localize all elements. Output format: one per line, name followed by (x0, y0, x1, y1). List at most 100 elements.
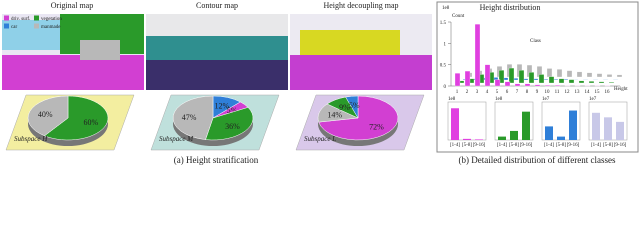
bar (558, 78, 565, 84)
x-tick-label: 1 (456, 90, 459, 95)
pie-label: 9% (339, 103, 350, 112)
x-tick-label: 13 (575, 90, 581, 95)
y-tick-label: 1.5 (440, 21, 447, 26)
bar (508, 67, 515, 84)
map-title: Contour map (196, 1, 238, 10)
height-map (290, 14, 432, 90)
mini-scale: 1e8 (495, 97, 503, 102)
bar (463, 138, 471, 140)
bar (498, 70, 505, 84)
bar (454, 73, 461, 87)
bar (598, 81, 605, 84)
pie-label: 36% (225, 122, 240, 131)
subspace-label: Subspace H (14, 135, 48, 143)
x-tick-label: 4 (486, 90, 489, 95)
x-tick-label: [9-16] (473, 143, 486, 148)
bar (538, 74, 545, 84)
bar (548, 76, 555, 84)
bar (566, 70, 573, 78)
bar (528, 72, 535, 84)
bar (616, 121, 624, 140)
x-tick-label: [5-8] (462, 143, 472, 148)
x-tick-label: [9-16] (520, 143, 533, 148)
x-tick-label: 9 (536, 90, 539, 95)
bar (498, 136, 506, 140)
bar (557, 136, 565, 140)
bar (504, 81, 511, 87)
pie-label: 14% (327, 111, 342, 120)
bar (578, 80, 585, 84)
bar (464, 70, 471, 87)
bar (451, 108, 459, 140)
page: {"panel_a":{"caption":"(a) Height strati… (0, 0, 640, 167)
bar (514, 83, 521, 87)
bar (554, 84, 561, 87)
x-tick-label: [5-8] (603, 143, 613, 148)
y-tick-label: 1 (444, 42, 447, 47)
pie-slice (345, 95, 359, 119)
x-tick-label: 6 (506, 90, 509, 95)
bar (474, 23, 481, 87)
chart-title: Height distribution (480, 3, 541, 12)
y-tick-label: 0.5 (440, 64, 447, 69)
pie-label: 12% (214, 102, 229, 111)
bar (545, 126, 553, 140)
bar (546, 68, 553, 78)
x-tick-label: [1-4] (544, 143, 554, 148)
x-label: Height (614, 87, 628, 92)
x-tick-label: 2 (466, 90, 469, 95)
x-tick-label: 16 (605, 90, 611, 95)
pie-slice (43, 95, 109, 141)
bar (494, 79, 501, 87)
x-tick-label: [1-4] (450, 143, 460, 148)
x-tick-label: [9-16] (567, 143, 580, 148)
bar (534, 84, 541, 87)
bar (586, 72, 593, 78)
pie-label: 5% (227, 106, 238, 115)
y-tick-label: 0 (444, 85, 447, 90)
bar (522, 111, 530, 140)
pie-label: 60% (83, 118, 98, 127)
legend-label: car (11, 25, 17, 30)
x-tick-label: 10 (545, 90, 551, 95)
subspace-label: Subspace L (304, 135, 336, 143)
mini-scale: 1e7 (589, 97, 597, 102)
x-tick-label: [5-8] (556, 143, 566, 148)
legend-swatch (34, 15, 39, 21)
pie-label: 72% (369, 122, 384, 131)
legend-swatch (4, 23, 9, 29)
x-tick-label: 7 (516, 90, 519, 95)
map-title: Height decoupling map (323, 1, 398, 10)
caption: (b) Detailed distribution of different c… (458, 155, 616, 165)
bar (596, 73, 603, 78)
legend-label: manmade (41, 25, 61, 30)
bar (518, 70, 525, 84)
original-map (2, 14, 144, 90)
legend-label: driv. surf. (11, 17, 30, 22)
panel-b-border (436, 1, 639, 153)
x-tick-label: 11 (555, 90, 560, 95)
x-tick-label: 8 (526, 90, 529, 95)
bar (606, 74, 613, 78)
bar (510, 130, 518, 140)
pie-label: 47% (182, 113, 197, 122)
subspace-label: Subspace M (159, 135, 194, 143)
scale-label: 1e8 (442, 6, 450, 11)
bar (616, 74, 623, 78)
bar (556, 69, 563, 78)
bar (524, 83, 531, 87)
z-label: Class (530, 39, 541, 44)
x-tick-label: [1-4] (591, 143, 601, 148)
figure: Original map Contour map Height decoupli… (2, 1, 639, 165)
bar (568, 79, 575, 84)
bar (484, 64, 491, 87)
bar (475, 139, 483, 140)
pie-label: 40% (38, 110, 53, 119)
map-title: Original map (51, 1, 93, 10)
bar (604, 117, 612, 140)
x-tick-label: 15 (595, 90, 601, 95)
bar (576, 71, 583, 78)
bar (544, 84, 551, 87)
y-label: Count (452, 14, 465, 19)
caption: (a) Height stratification (174, 155, 259, 165)
